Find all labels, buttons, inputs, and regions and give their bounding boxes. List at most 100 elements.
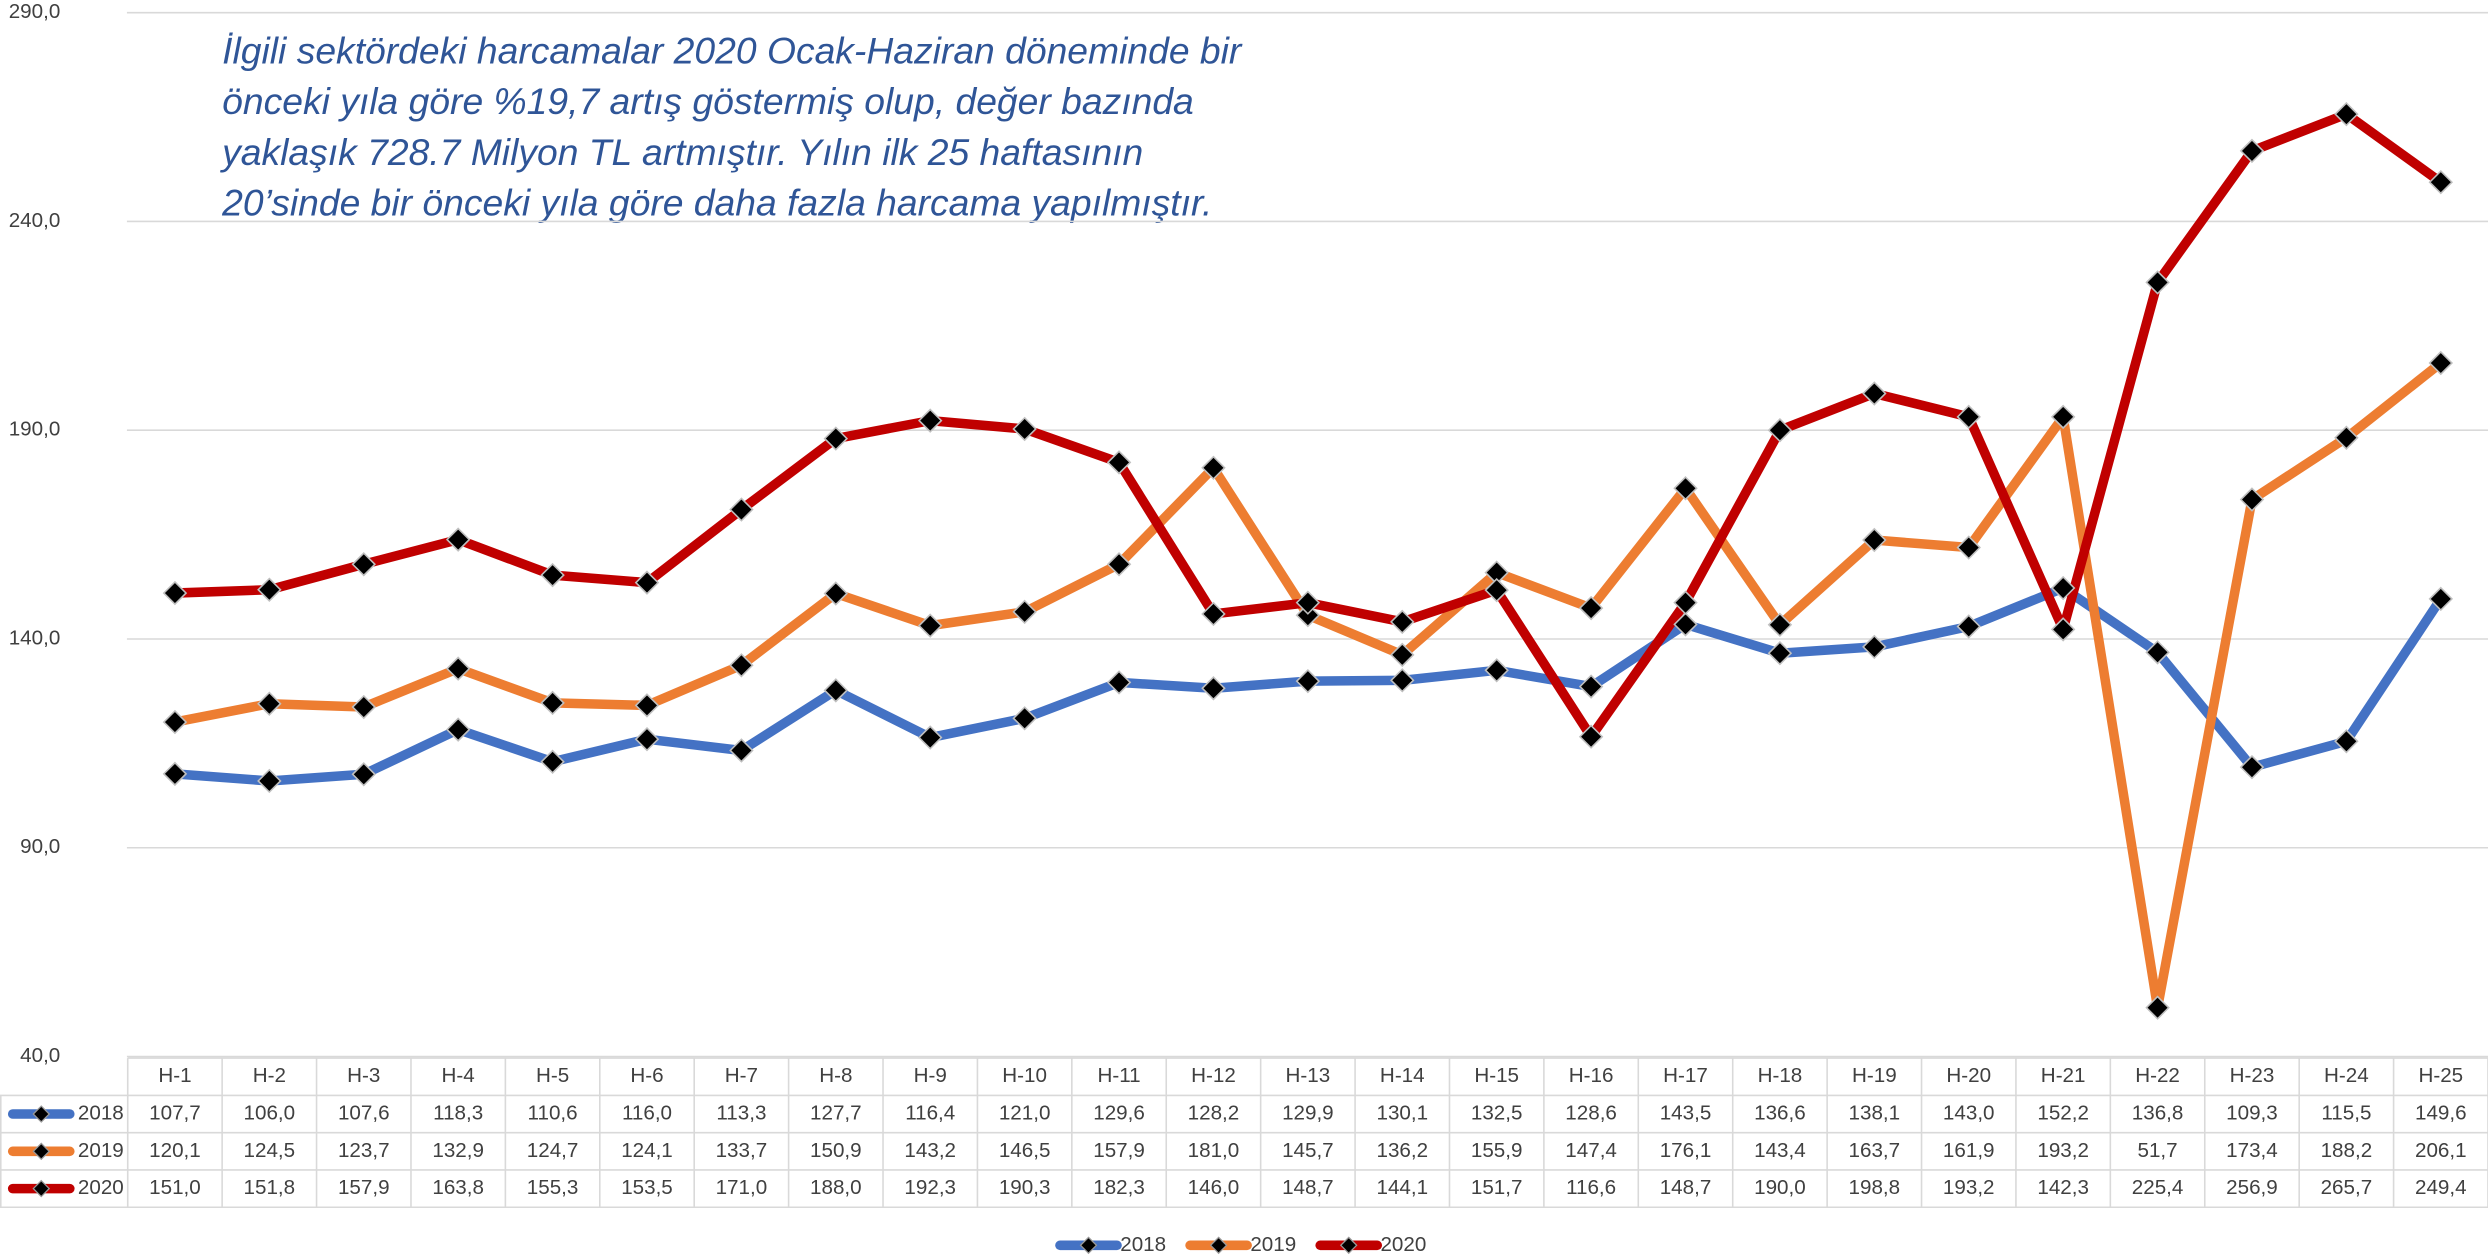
table-cell: 206,1 — [2415, 1139, 2467, 1162]
point — [162, 580, 188, 606]
table-cell: 142,3 — [2037, 1176, 2089, 1199]
annotation: 20’sinde bir önceki yıla göre daha fazla… — [221, 182, 1212, 224]
point — [1390, 668, 1415, 693]
legend-label: 2019 — [1250, 1233, 1296, 1256]
point — [1012, 706, 1037, 731]
table-cell: 152,2 — [2037, 1101, 2089, 1124]
point — [1862, 381, 1887, 406]
point — [2428, 350, 2454, 376]
point — [729, 653, 754, 678]
table-cell: 128,6 — [1565, 1101, 1617, 1124]
point — [917, 408, 943, 433]
point — [917, 725, 943, 750]
table-cell: 190,3 — [999, 1176, 1051, 1199]
table-cell: 182,3 — [1093, 1176, 1145, 1199]
legend-marker — [32, 1142, 51, 1161]
legend-marker — [32, 1105, 51, 1123]
table-cell: 146,0 — [1188, 1176, 1240, 1199]
legend-label: 2018 — [1120, 1233, 1166, 1256]
table-cell: 116,4 — [905, 1101, 955, 1124]
point — [729, 497, 754, 522]
x-tick-label: H-7 — [725, 1064, 758, 1087]
table-cell: 107,6 — [338, 1101, 390, 1124]
point — [2334, 101, 2359, 127]
point — [351, 694, 376, 720]
point — [2334, 425, 2359, 450]
table-cell: 163,8 — [432, 1176, 484, 1199]
table-cell: 151,8 — [244, 1176, 296, 1199]
point — [1106, 552, 1132, 577]
x-tick-label: H-13 — [1286, 1064, 1331, 1087]
point — [1295, 590, 1321, 615]
legend-marker — [1339, 1236, 1358, 1255]
table-cell: 176,1 — [1660, 1139, 1712, 1162]
table-cell: 107,7 — [149, 1101, 201, 1124]
table-cell: 192,3 — [904, 1176, 956, 1199]
x-tick-label: H-25 — [2418, 1064, 2463, 1087]
point — [1767, 418, 1793, 443]
point — [1390, 609, 1415, 635]
point — [1295, 668, 1321, 694]
point — [2145, 995, 2170, 1020]
point — [1578, 595, 1604, 621]
table-cell: 143,5 — [1660, 1101, 1712, 1124]
point — [540, 562, 565, 588]
table-cell: 143,2 — [904, 1139, 956, 1162]
y-tick-label: 40,0 — [20, 1044, 60, 1067]
point — [540, 749, 565, 774]
x-tick-label: H-16 — [1569, 1064, 1614, 1087]
point — [1201, 455, 1226, 481]
table-cell: 146,5 — [999, 1139, 1051, 1162]
x-tick-label: H-12 — [1191, 1064, 1236, 1087]
x-tick-label: H-8 — [819, 1064, 852, 1087]
table-cell: 129,9 — [1282, 1101, 1334, 1124]
table-cell: 256,9 — [2226, 1176, 2278, 1199]
table-cell: 136,6 — [1754, 1101, 1806, 1124]
table-cell: 128,2 — [1188, 1101, 1240, 1124]
x-tick-label: H-9 — [914, 1064, 947, 1087]
legend-marker — [32, 1179, 51, 1198]
point — [634, 570, 660, 595]
point — [1201, 676, 1226, 701]
table-cell: 155,9 — [1471, 1139, 1523, 1162]
legend-marker — [1079, 1236, 1098, 1255]
point — [634, 693, 660, 718]
point — [1956, 404, 1981, 430]
table-cell: 193,2 — [1943, 1176, 1995, 1199]
point — [2050, 617, 2076, 642]
point — [2239, 487, 2265, 512]
table-cell: 145,7 — [1282, 1139, 1334, 1162]
y-tick-label: 90,0 — [20, 835, 60, 858]
table-cell: 173,4 — [2226, 1139, 2278, 1162]
point — [1012, 599, 1037, 625]
point — [1012, 416, 1037, 442]
point — [729, 738, 754, 763]
point — [2239, 138, 2265, 164]
table-cell: 118,3 — [433, 1101, 483, 1124]
table-cell: 116,0 — [622, 1101, 672, 1124]
table-cell: 116,6 — [1566, 1176, 1616, 1199]
point — [162, 709, 188, 735]
legend-label: 2020 — [1380, 1233, 1426, 1256]
table-cell: 109,3 — [2226, 1101, 2278, 1124]
x-tick-label: H-11 — [1097, 1064, 1140, 1087]
point — [1673, 590, 1698, 615]
point — [2145, 640, 2170, 665]
table-cell: 149,6 — [2415, 1101, 2467, 1124]
x-tick-label: H-15 — [1474, 1064, 1519, 1087]
row-label: 2020 — [78, 1176, 124, 1199]
table-cell: 157,9 — [1093, 1139, 1145, 1162]
table-cell: 171,0 — [716, 1176, 768, 1199]
table-cell: 144,1 — [1376, 1176, 1428, 1199]
point — [823, 581, 849, 606]
point — [351, 552, 376, 577]
table-cell: 265,7 — [2321, 1176, 2373, 1199]
x-tick-label: H-19 — [1852, 1064, 1897, 1087]
table-cell: 129,6 — [1093, 1101, 1145, 1124]
point — [2050, 404, 2076, 430]
table-cell: 143,4 — [1754, 1139, 1806, 1162]
point — [351, 762, 376, 787]
table-cell: 151,0 — [149, 1176, 201, 1199]
table-cell: 132,5 — [1471, 1101, 1523, 1124]
annotation: yaklaşık 728.7 Milyon TL artmıştır. Yılı… — [219, 131, 1143, 173]
